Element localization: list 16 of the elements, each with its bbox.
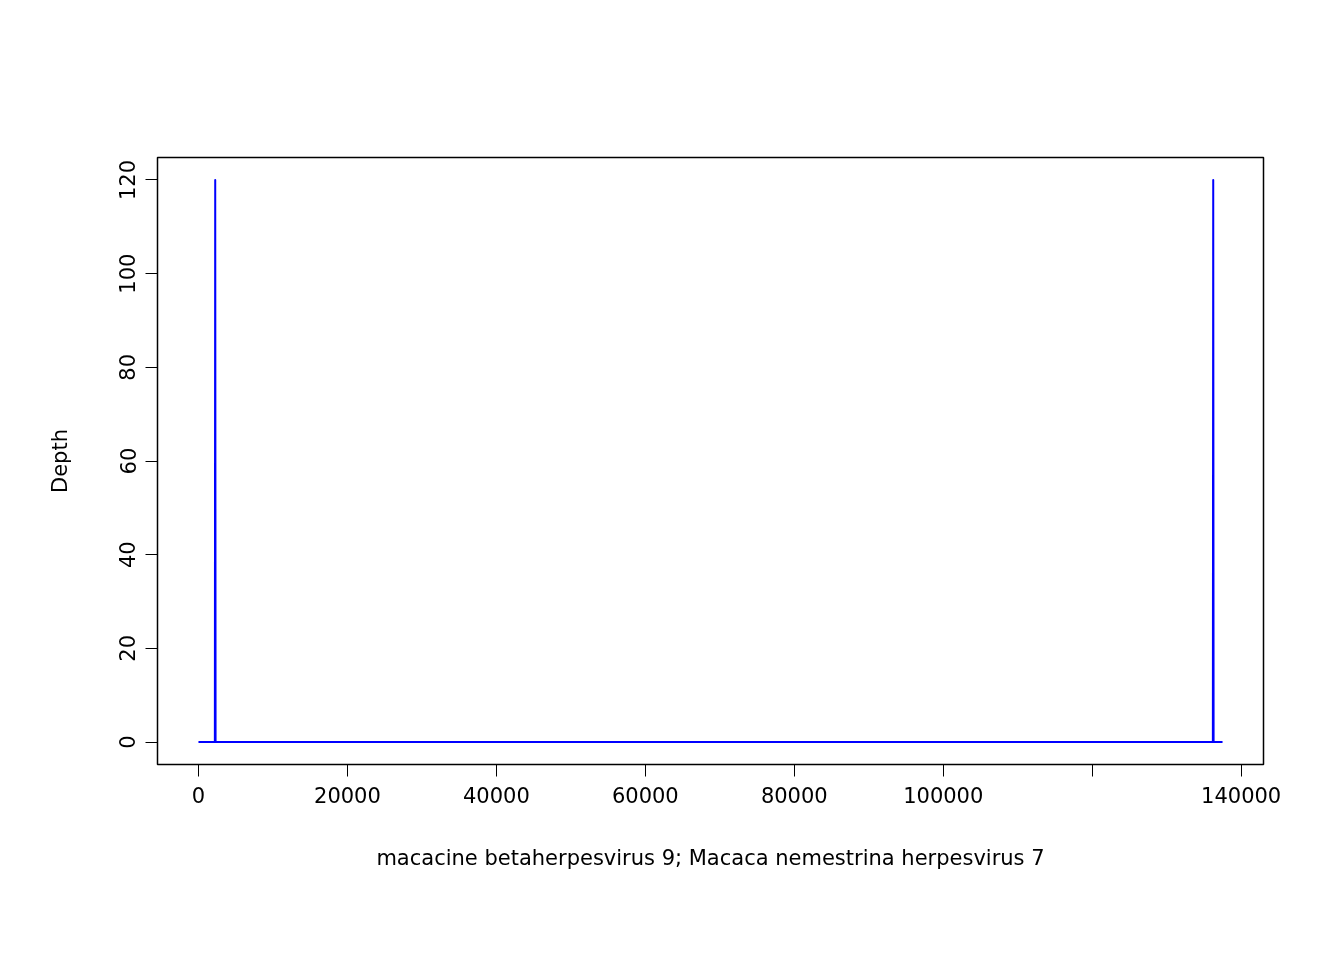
x-tick-label: 0 bbox=[191, 783, 206, 808]
x-axis-title: macacine betaherpesvirus 9; Macaca nemestrina herpesvirus 7 bbox=[376, 845, 1045, 870]
x-tick-label: 40000 bbox=[462, 783, 530, 808]
x-tick-label: 80000 bbox=[760, 783, 828, 808]
x-tick-label: 100000 bbox=[903, 783, 984, 808]
x-tick-label: 20000 bbox=[314, 783, 381, 808]
x-tick-label: 60000 bbox=[611, 783, 679, 808]
y-tick-label: 60 bbox=[116, 447, 141, 475]
y-tick-label: 100 bbox=[116, 253, 141, 294]
y-tick-label: 20 bbox=[116, 634, 141, 662]
y-axis-title: Depth bbox=[47, 429, 72, 493]
y-tick-label: 0 bbox=[116, 735, 141, 749]
y-tick-label: 80 bbox=[116, 353, 141, 381]
y-tick-label: 40 bbox=[116, 541, 141, 569]
x-tick-label: 140000 bbox=[1201, 783, 1282, 808]
y-tick-label: 120 bbox=[116, 159, 141, 201]
